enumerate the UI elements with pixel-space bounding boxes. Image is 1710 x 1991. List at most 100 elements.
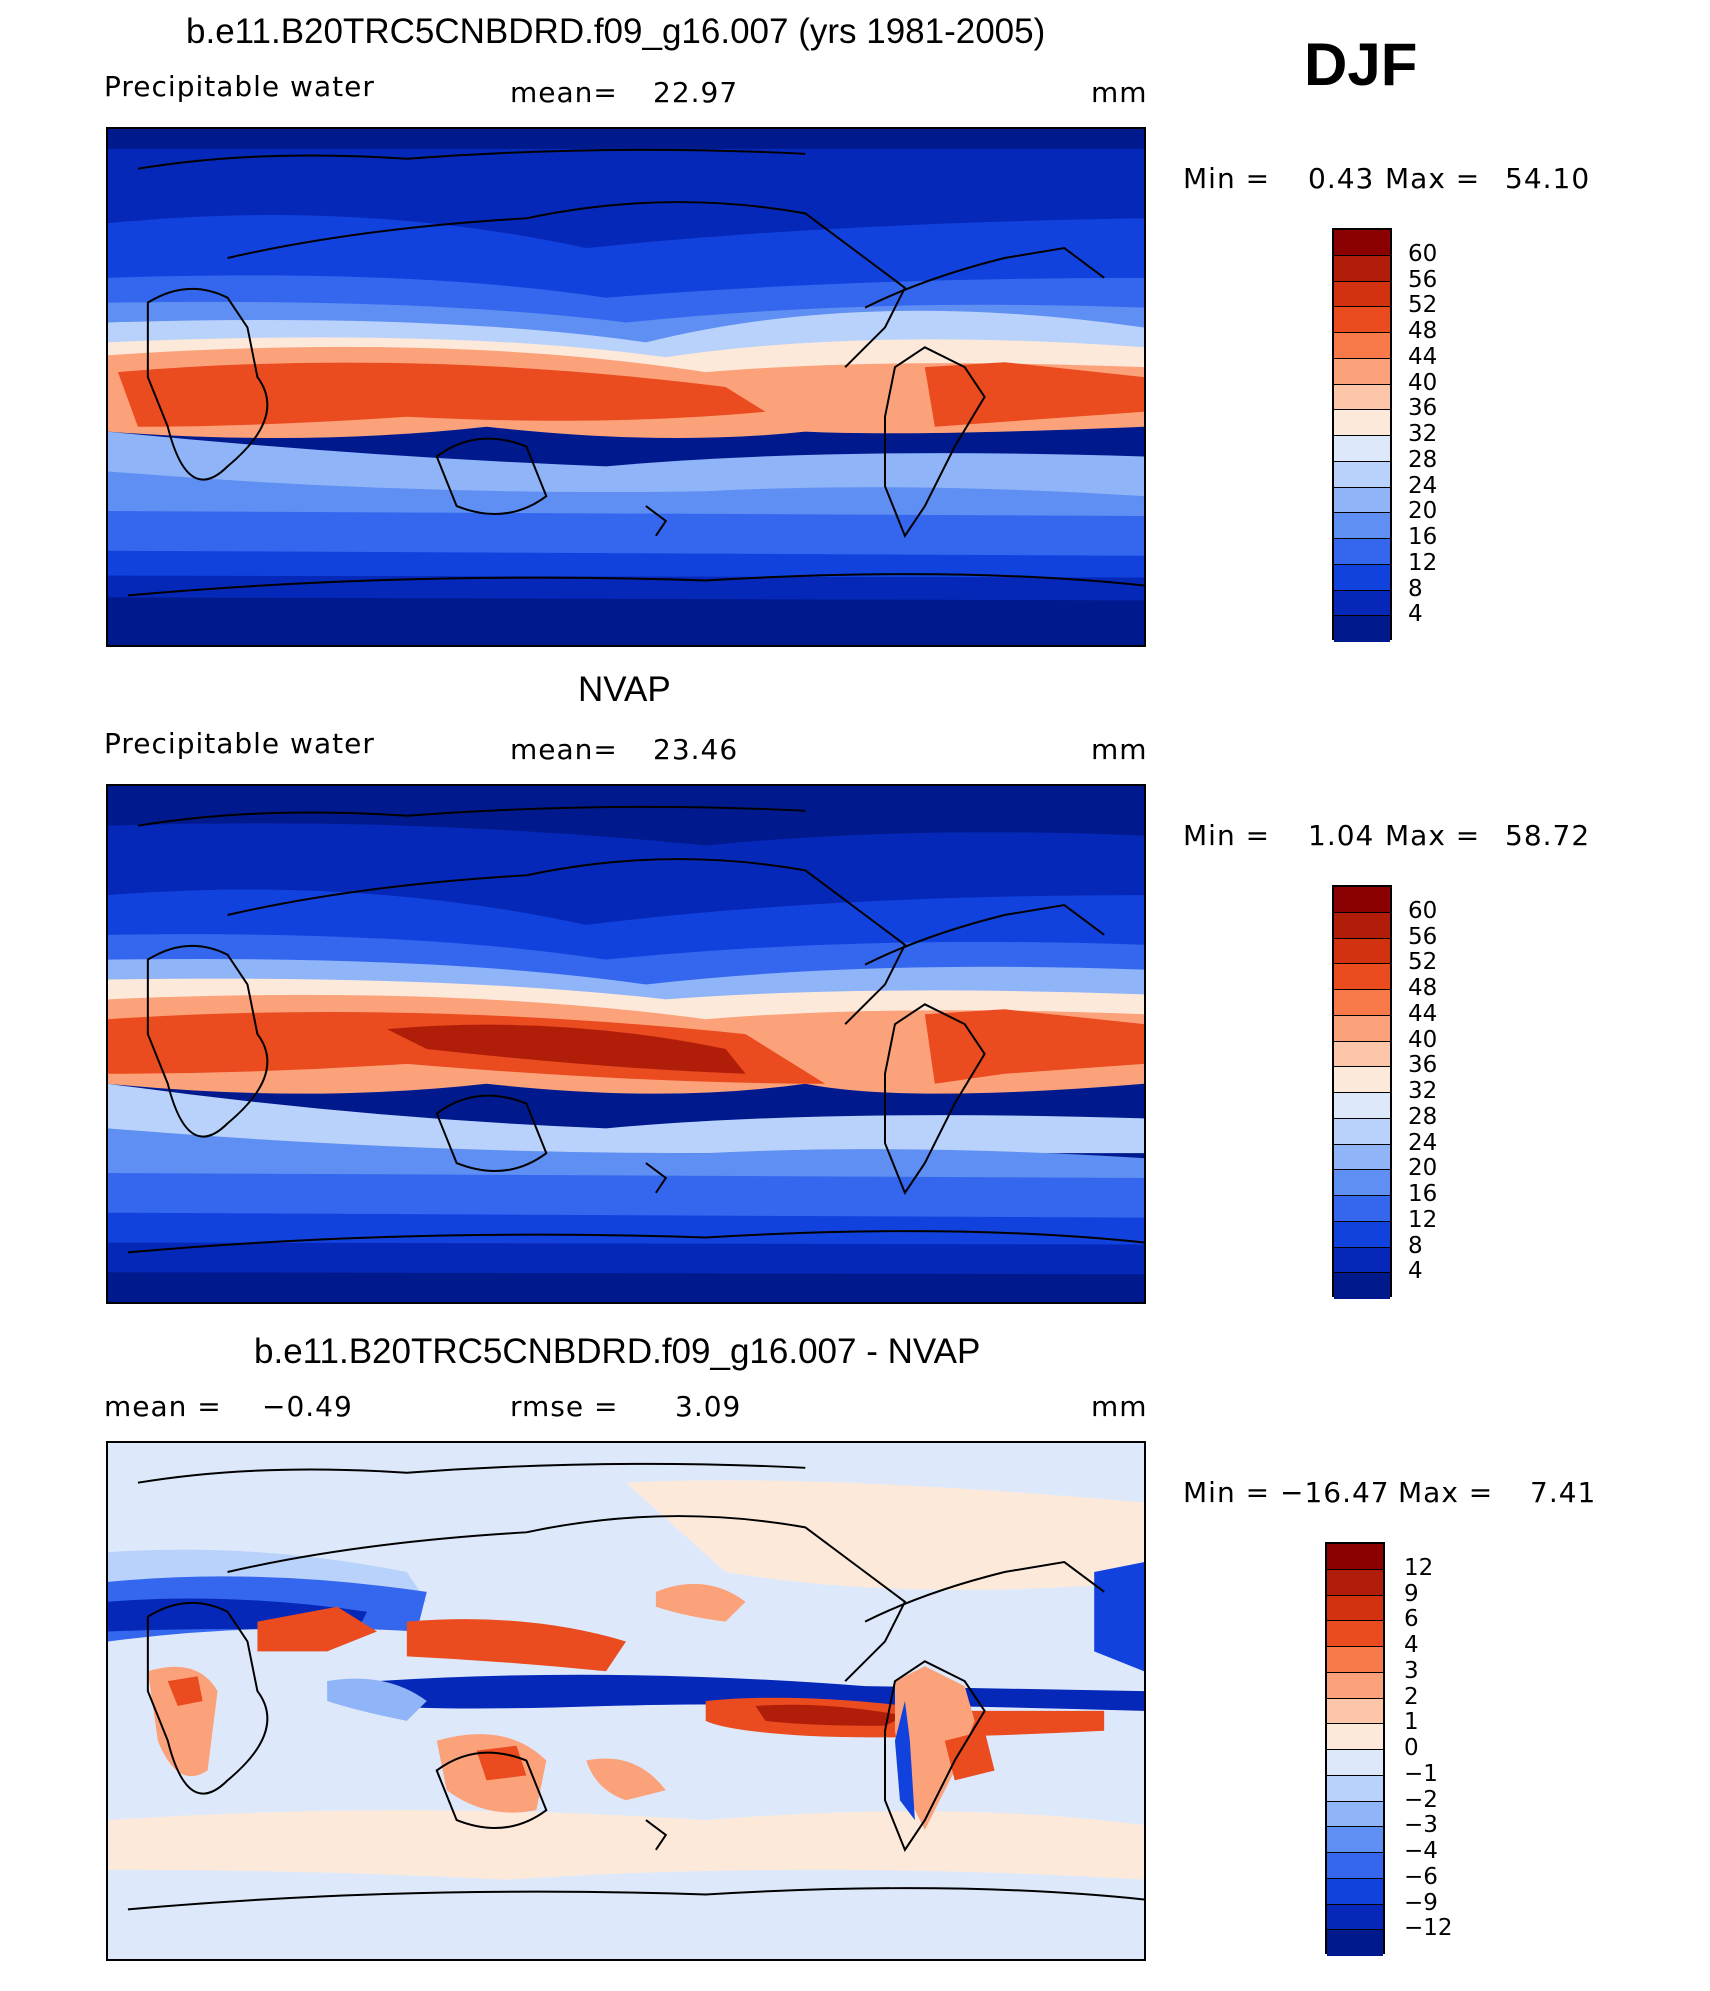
map-diff xyxy=(106,1441,1146,1961)
panel-model-mean-label: mean= xyxy=(510,76,618,109)
colorbar-tick-label: 4 xyxy=(1408,1258,1423,1285)
colorbar-swatch xyxy=(1334,307,1390,333)
colorbar-tick-label: 20 xyxy=(1408,498,1438,525)
colorbar-tick-label: −4 xyxy=(1404,1838,1438,1864)
panel-diff-rmse-label: rmse = xyxy=(510,1390,619,1423)
colorbar-tick-label: 9 xyxy=(1404,1580,1419,1607)
colorbar-swatch xyxy=(1327,1878,1383,1905)
colorbar-tick-label: 32 xyxy=(1408,1078,1438,1104)
colorbar-swatch xyxy=(1334,616,1390,642)
panel-diff-mean-label: mean = xyxy=(104,1390,222,1423)
colorbar-tick-label: 8 xyxy=(1408,575,1423,602)
colorbar-swatch xyxy=(1327,1827,1383,1853)
panel-model-title: b.e11.B20TRC5CNBDRD.f09_g16.007 (yrs 198… xyxy=(186,12,1046,51)
panel-obs-min-label: Min = xyxy=(1183,819,1271,852)
colorbar-tick-label: −6 xyxy=(1404,1863,1438,1890)
panel-model-mean-value: 22.97 xyxy=(653,76,739,109)
panel-obs-max-label: Max = xyxy=(1385,819,1481,852)
panel-obs-mean-label: mean= xyxy=(510,733,618,766)
colorbar-swatch xyxy=(1334,590,1390,617)
colorbar-swatch xyxy=(1327,1698,1383,1725)
colorbar-tick-label: −9 xyxy=(1404,1889,1438,1916)
colorbar-swatch xyxy=(1327,1595,1383,1622)
colorbar-diff xyxy=(1325,1542,1385,1956)
panel-diff-min-label: Min = xyxy=(1183,1476,1271,1509)
colorbar-swatch xyxy=(1327,1621,1383,1647)
colorbar-tick-label: 6 xyxy=(1404,1606,1419,1633)
colorbar-swatch xyxy=(1334,230,1390,256)
colorbar-swatch xyxy=(1334,281,1390,308)
colorbar-tick-label: 3 xyxy=(1404,1657,1419,1684)
colorbar-tick-label: 16 xyxy=(1408,524,1438,550)
panel-model-units: mm xyxy=(1091,76,1148,109)
colorbar-swatch xyxy=(1327,1775,1383,1802)
map-obs xyxy=(106,784,1146,1304)
colorbar-swatch xyxy=(1334,410,1390,436)
colorbar-swatch xyxy=(1334,1273,1390,1299)
panel-diff-max-value: 7.41 xyxy=(1530,1476,1597,1509)
colorbar-swatch xyxy=(1334,1015,1390,1042)
colorbar-swatch xyxy=(1334,358,1390,385)
colorbar-tick-label: −2 xyxy=(1404,1786,1438,1813)
colorbar-swatch xyxy=(1334,384,1390,411)
colorbar-tick-label: 12 xyxy=(1408,549,1438,576)
colorbar-swatch xyxy=(1334,539,1390,565)
panel-model-min-label: Min = xyxy=(1183,162,1271,195)
colorbar-swatch xyxy=(1327,1647,1383,1673)
colorbar-swatch xyxy=(1334,1093,1390,1119)
colorbar-swatch xyxy=(1327,1930,1383,1956)
colorbar-swatch xyxy=(1334,513,1390,539)
colorbar-swatch xyxy=(1334,487,1390,514)
panel-model-variable: Precipitable water xyxy=(104,70,375,103)
colorbar-swatch xyxy=(1327,1672,1383,1699)
colorbar-swatch xyxy=(1334,964,1390,990)
colorbar-tick-label: 36 xyxy=(1408,395,1438,422)
panel-obs-units: mm xyxy=(1091,733,1148,766)
colorbar-tick-label: 12 xyxy=(1404,1554,1434,1581)
panel-obs-variable: Precipitable water xyxy=(104,727,375,760)
colorbar-swatch xyxy=(1334,333,1390,359)
season-label: DJF xyxy=(1304,31,1418,98)
panel-diff-title: b.e11.B20TRC5CNBDRD.f09_g16.007 - NVAP xyxy=(254,1332,981,1371)
colorbar-swatch xyxy=(1334,1144,1390,1171)
colorbar-swatch xyxy=(1334,1247,1390,1274)
colorbar-tick-label: 2 xyxy=(1404,1683,1419,1710)
colorbar-swatch xyxy=(1334,1170,1390,1196)
colorbar-swatch xyxy=(1334,938,1390,965)
colorbar-tick-label: 44 xyxy=(1408,343,1438,370)
colorbar-swatch xyxy=(1334,1221,1390,1248)
colorbar-swatch xyxy=(1334,564,1390,591)
colorbar-tick-label: 12 xyxy=(1408,1206,1438,1233)
colorbar-tick-label: 52 xyxy=(1408,949,1438,976)
colorbar-tick-label: 32 xyxy=(1408,421,1438,447)
colorbar-tick-label: 44 xyxy=(1408,1000,1438,1027)
colorbar-obs xyxy=(1332,885,1392,1299)
panel-diff-units: mm xyxy=(1091,1390,1148,1423)
colorbar-tick-label: 60 xyxy=(1408,240,1438,267)
colorbar-swatch xyxy=(1327,1569,1383,1596)
panel-diff-max-label: Max = xyxy=(1398,1476,1494,1509)
colorbar-tick-label: 24 xyxy=(1408,1129,1438,1156)
colorbar-swatch xyxy=(1334,887,1390,913)
colorbar-tick-label: 4 xyxy=(1408,601,1423,628)
colorbar-tick-label: 40 xyxy=(1408,369,1438,396)
colorbar-swatch xyxy=(1334,1067,1390,1093)
panel-model-min-value: 0.43 xyxy=(1308,162,1375,195)
colorbar-tick-label: −1 xyxy=(1404,1760,1438,1787)
colorbar-tick-label: 56 xyxy=(1408,266,1438,293)
colorbar-swatch xyxy=(1334,255,1390,282)
colorbar-swatch xyxy=(1334,1041,1390,1068)
colorbar-swatch xyxy=(1327,1801,1383,1828)
colorbar-tick-label: 48 xyxy=(1408,318,1438,344)
panel-model-max-label: Max = xyxy=(1385,162,1481,195)
colorbar-swatch xyxy=(1334,1118,1390,1145)
colorbar-tick-label: 48 xyxy=(1408,975,1438,1001)
colorbar-swatch xyxy=(1334,912,1390,939)
colorbar-tick-label: 52 xyxy=(1408,292,1438,319)
colorbar-tick-label: 28 xyxy=(1408,1103,1438,1130)
panel-obs-title: NVAP xyxy=(578,670,671,709)
colorbar-tick-label: 28 xyxy=(1408,446,1438,473)
panel-model-max-value: 54.10 xyxy=(1505,162,1591,195)
panel-diff-mean-value: −0.49 xyxy=(262,1390,353,1423)
colorbar-tick-label: 4 xyxy=(1404,1632,1419,1658)
